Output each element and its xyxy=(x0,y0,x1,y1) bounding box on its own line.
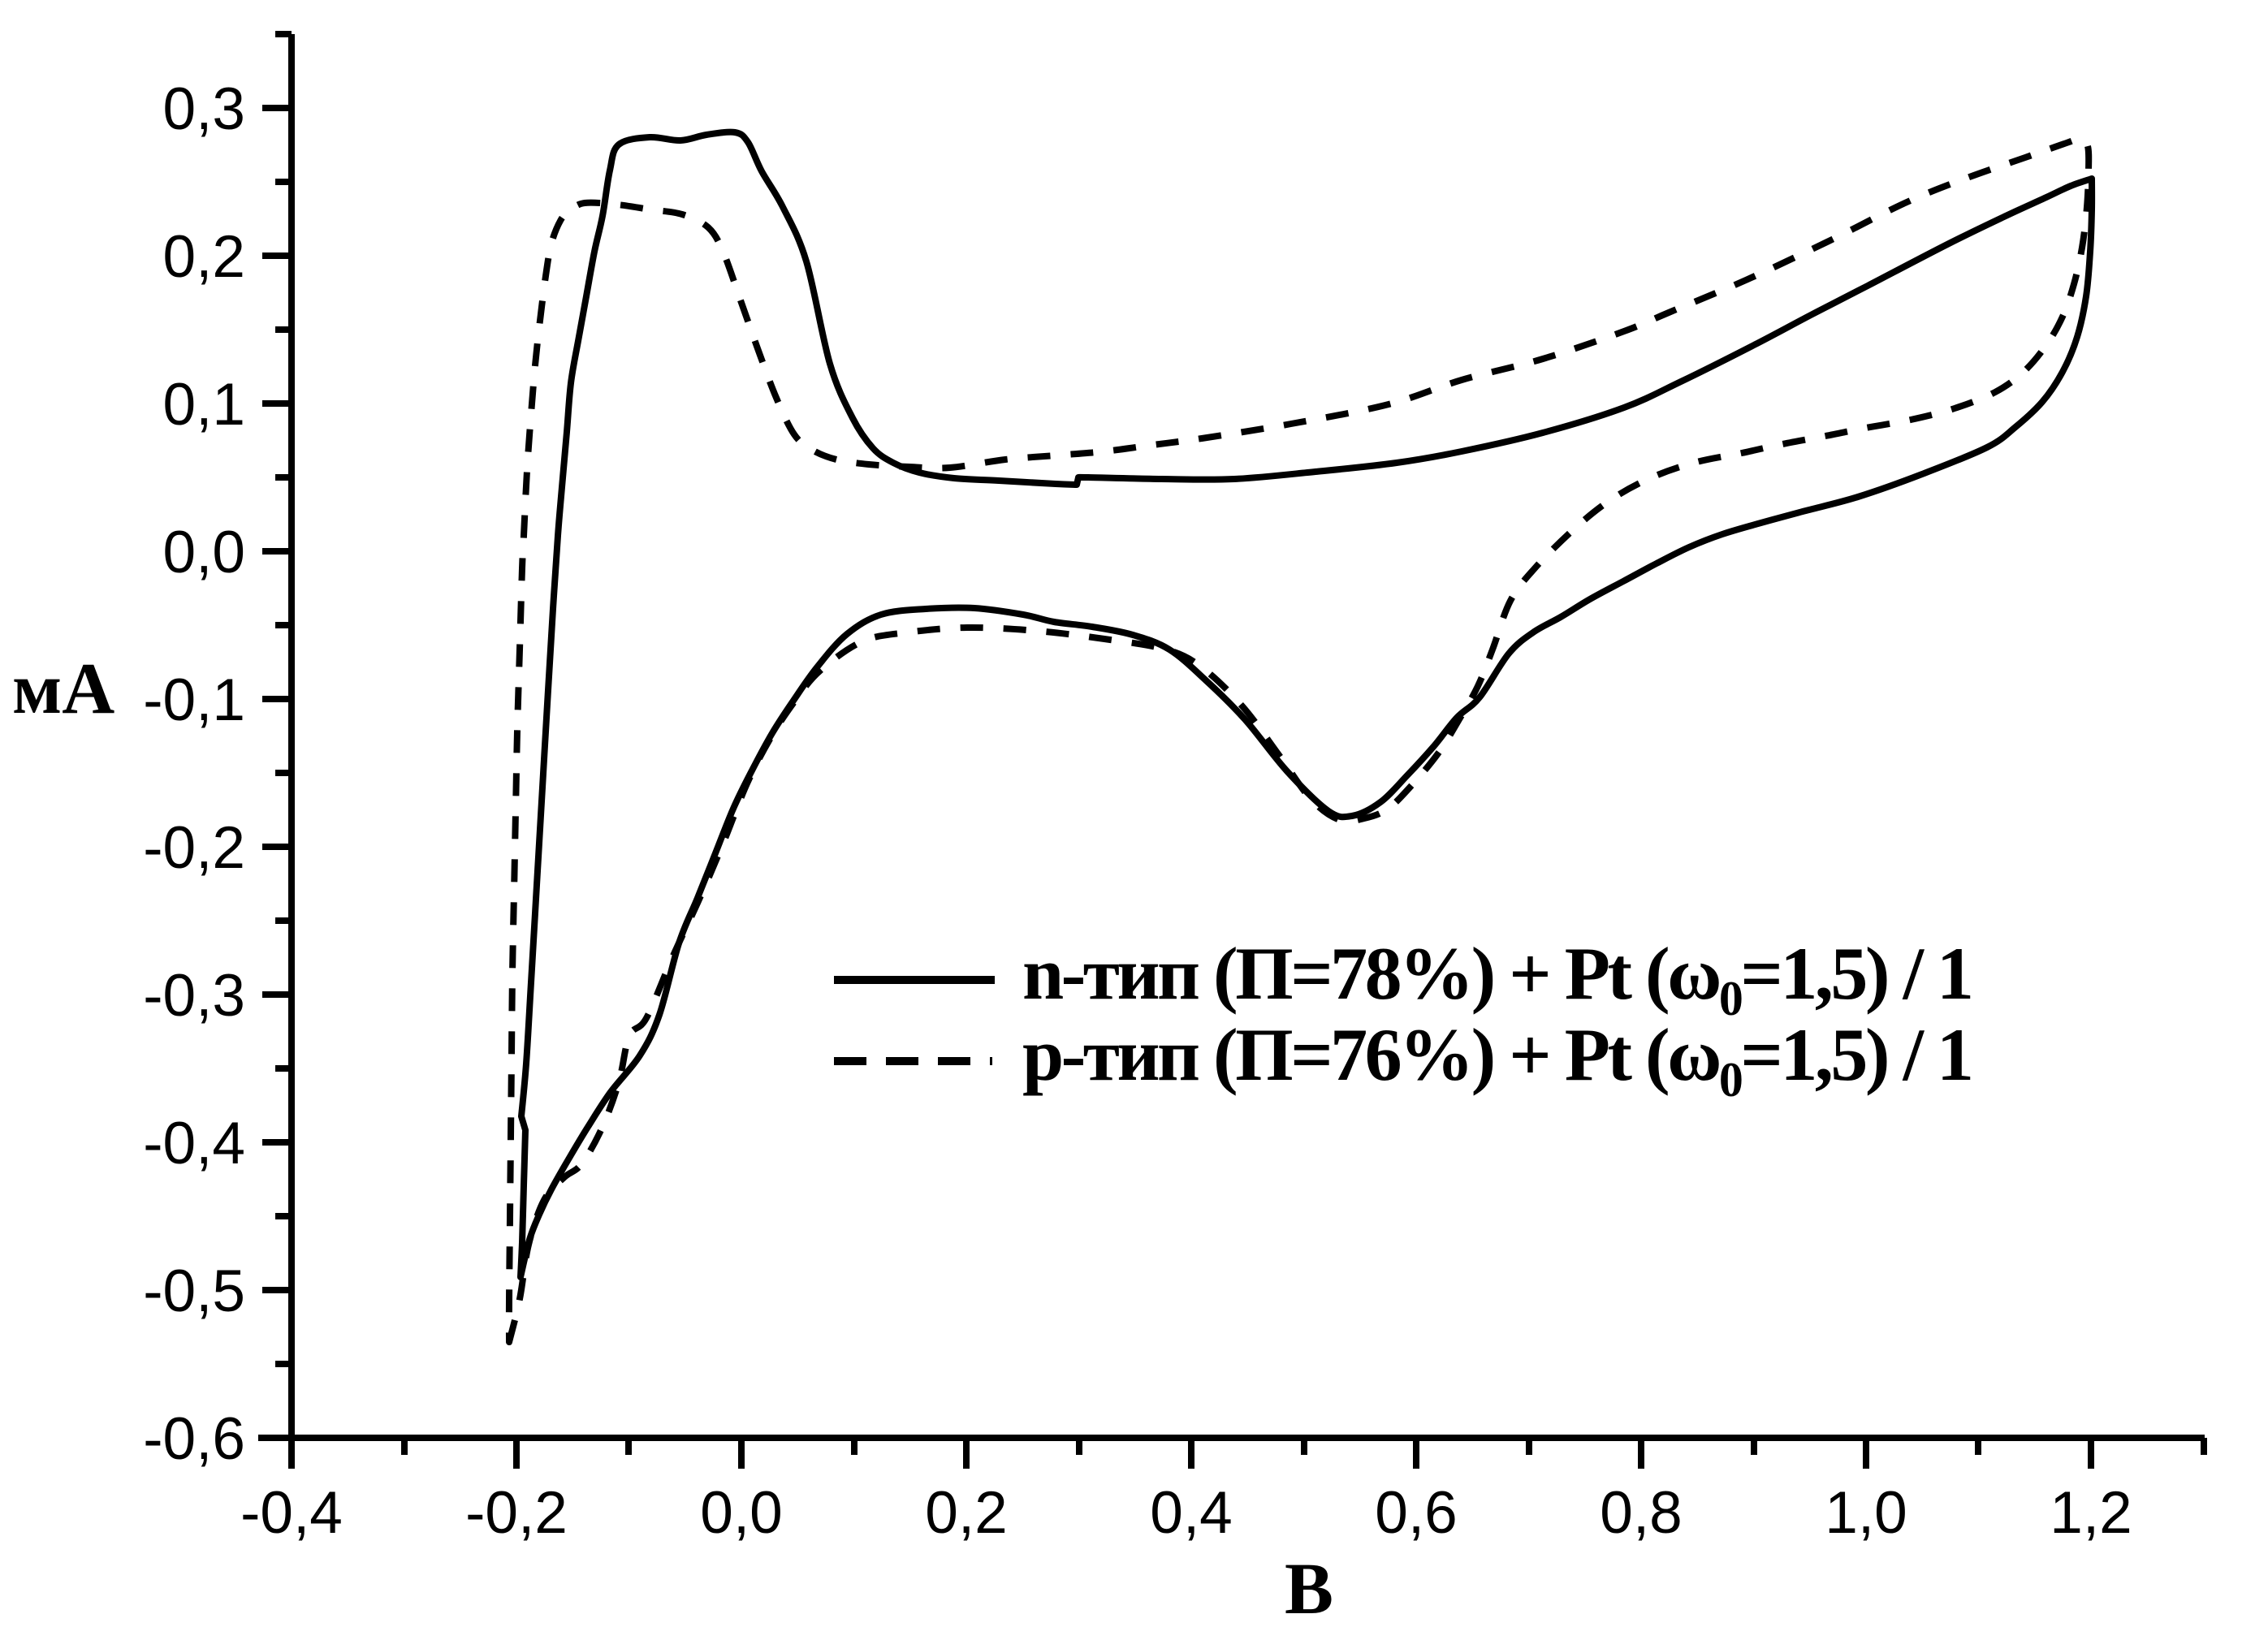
svg-text:-0,1: -0,1 xyxy=(143,667,245,733)
svg-text:0,4: 0,4 xyxy=(1150,1480,1232,1546)
svg-text:0,6: 0,6 xyxy=(1375,1480,1457,1546)
svg-text:0,3: 0,3 xyxy=(163,76,245,142)
svg-text:1,0: 1,0 xyxy=(1825,1480,1907,1546)
svg-text:В: В xyxy=(1285,1549,1333,1623)
svg-text:0,0: 0,0 xyxy=(700,1480,782,1546)
svg-text:0,1: 0,1 xyxy=(163,372,245,438)
svg-text:-0,2: -0,2 xyxy=(143,815,245,881)
svg-text:0,8: 0,8 xyxy=(1600,1480,1682,1546)
svg-text:-0,6: -0,6 xyxy=(143,1406,245,1472)
svg-text:p-тип (П=76%) + Pt (ω0=1,5) /: p-тип (П=76%) + Pt (ω0=1,5) / 1 xyxy=(1022,1013,1972,1107)
svg-text:n-тип (П=78%) + Pt (ω0=1,5) /: n-тип (П=78%) + Pt (ω0=1,5) / 1 xyxy=(1022,932,1972,1025)
svg-text:-0,5: -0,5 xyxy=(143,1258,245,1324)
svg-text:-0,2: -0,2 xyxy=(465,1480,568,1546)
svg-text:-0,4: -0,4 xyxy=(143,1111,245,1176)
svg-text:0,2: 0,2 xyxy=(163,224,245,290)
svg-text:-0,4: -0,4 xyxy=(240,1480,343,1546)
svg-text:0,2: 0,2 xyxy=(925,1480,1007,1546)
svg-text:мА: мА xyxy=(12,649,114,729)
svg-text:1,2: 1,2 xyxy=(2050,1480,2132,1546)
svg-text:-0,3: -0,3 xyxy=(143,963,245,1029)
svg-text:0,0: 0,0 xyxy=(163,520,245,585)
